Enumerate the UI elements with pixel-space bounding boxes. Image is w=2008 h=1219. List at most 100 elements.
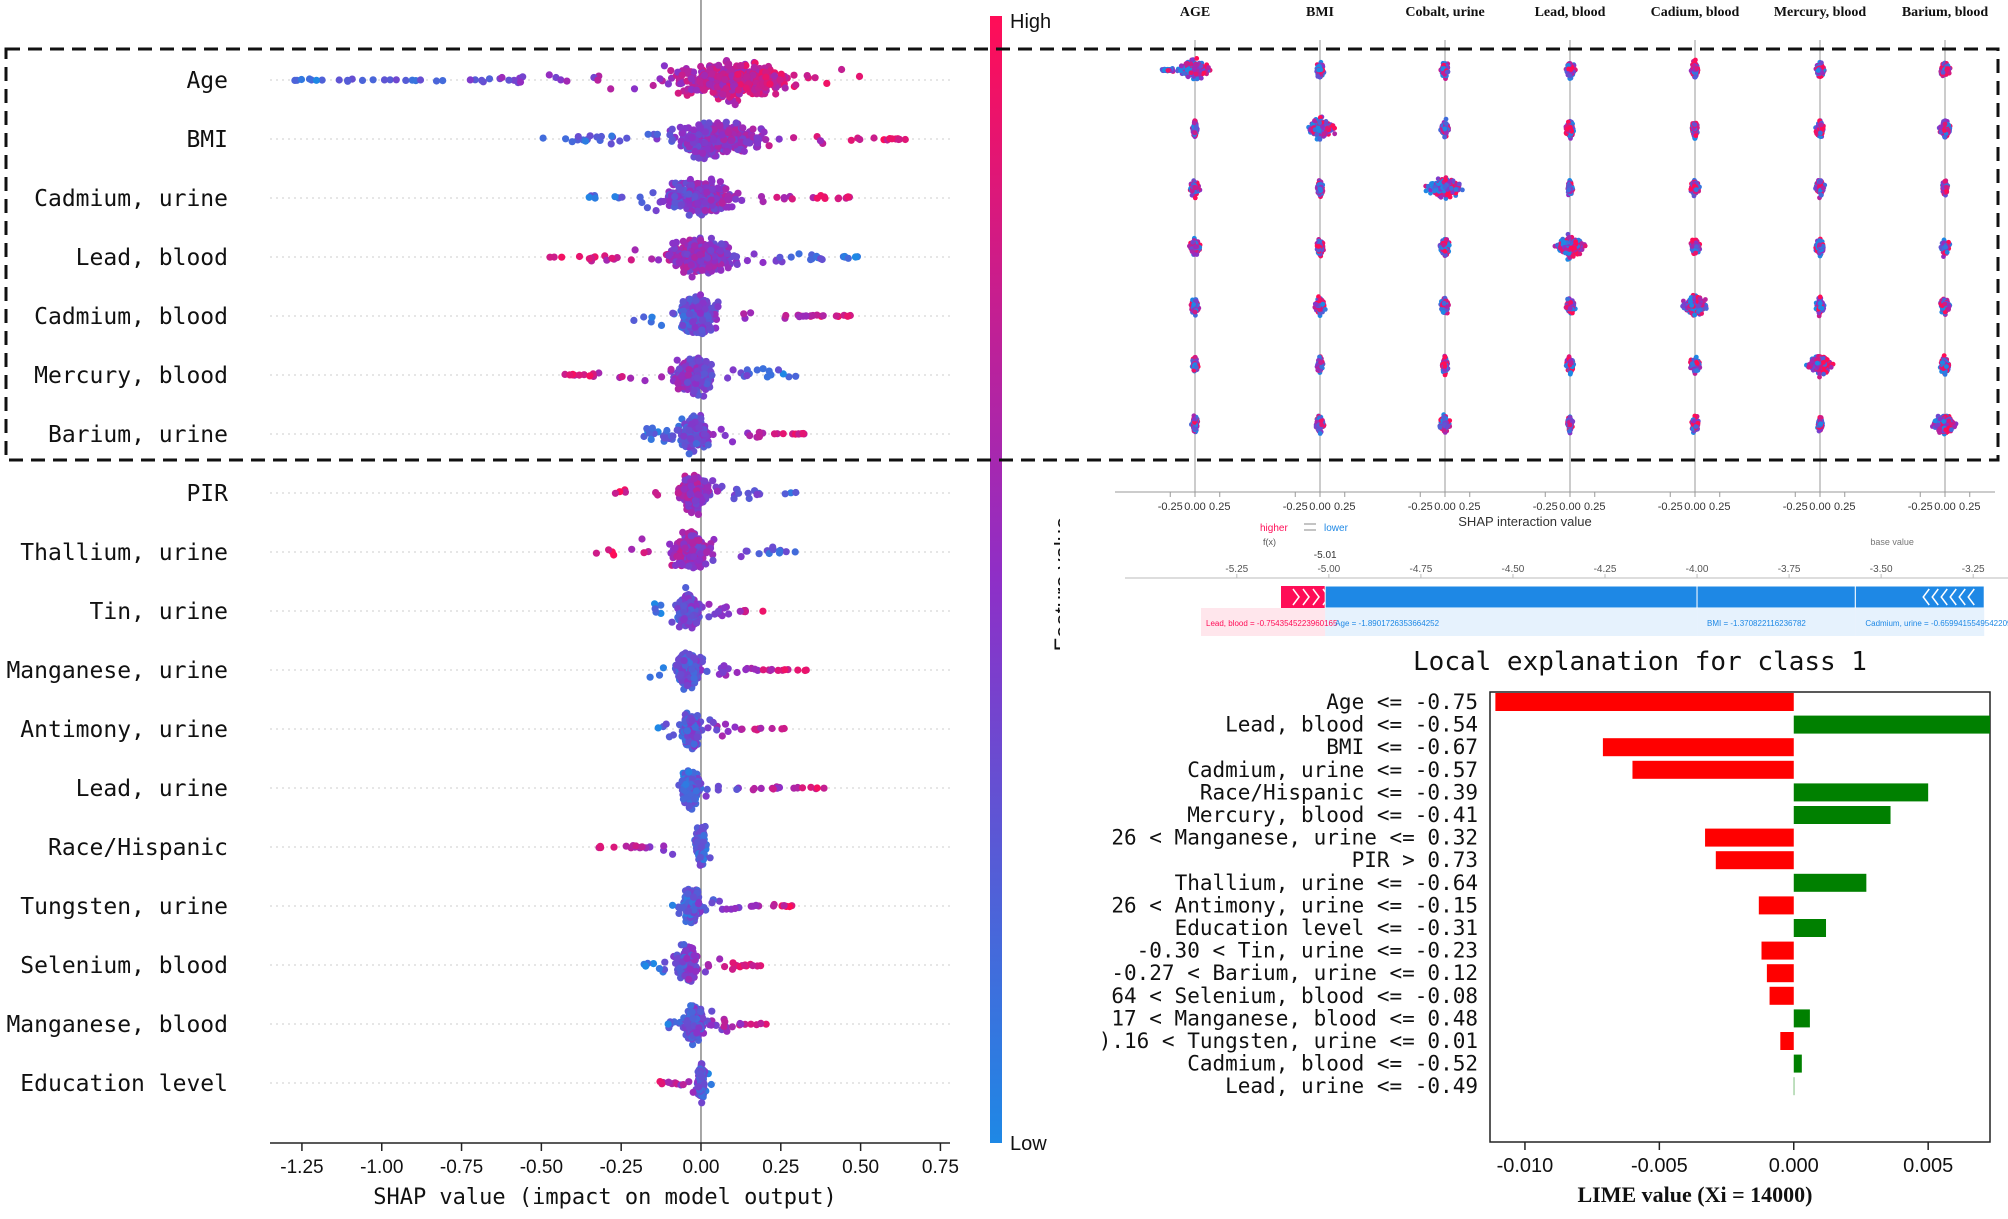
shap-point (627, 256, 635, 264)
shap-point (713, 487, 722, 495)
shap-point (439, 77, 447, 85)
shap-point (630, 85, 639, 93)
shap-point (736, 607, 744, 615)
shap-point (760, 128, 768, 136)
shap-point (648, 424, 657, 432)
shap-point (669, 731, 678, 739)
shap-point (630, 316, 638, 324)
shap-point (628, 545, 636, 553)
shap-point (696, 853, 705, 861)
shap-point (769, 902, 778, 910)
shap-point (801, 666, 809, 675)
shap-point (516, 78, 525, 86)
shap-point (694, 510, 703, 518)
shap-point (689, 318, 697, 326)
shap-point (690, 474, 699, 482)
feature-row-points (646, 649, 810, 693)
shap-point (743, 372, 751, 380)
shap-point (715, 61, 723, 69)
shap-point (733, 785, 741, 794)
shap-point (744, 489, 752, 497)
shap-point (575, 371, 583, 379)
feature-row-points (640, 941, 765, 985)
shap-point (660, 842, 668, 850)
shap-point (772, 90, 780, 98)
shap-point (765, 142, 773, 150)
shap-point (852, 253, 860, 261)
shap-point (769, 785, 777, 793)
shap-point (762, 73, 770, 81)
shap-point (855, 72, 864, 80)
shap-point (671, 561, 680, 570)
shap-point (787, 253, 795, 261)
shap-point (731, 723, 739, 731)
shap-point (774, 666, 782, 675)
shap-point (803, 72, 811, 80)
shap-point (687, 508, 696, 517)
shap-point (751, 665, 759, 673)
shap-point (728, 438, 737, 446)
shap-point (705, 80, 714, 88)
shap-point (705, 600, 713, 608)
shap-point (813, 784, 821, 792)
shap-point (688, 716, 696, 725)
shap-point (678, 71, 686, 79)
shap-point (696, 550, 705, 558)
shap-point (677, 670, 685, 678)
shap-point (725, 60, 733, 68)
shap-point (722, 905, 731, 913)
shap-point (669, 850, 677, 858)
shap-point (695, 424, 703, 432)
shap-point (678, 561, 686, 569)
shap-point (757, 724, 765, 732)
shap-point (844, 193, 852, 201)
shap-point (683, 378, 692, 387)
shap-point (693, 374, 701, 382)
shap-point (611, 489, 620, 497)
feature-row-points (675, 767, 828, 813)
shap-point (768, 665, 776, 674)
shap-point (683, 727, 692, 735)
shap-point (791, 548, 799, 556)
shap-point (818, 255, 826, 264)
shap-point (608, 254, 616, 262)
shap-point (694, 199, 702, 207)
shap-point (358, 76, 367, 84)
shap-point (721, 431, 729, 440)
shap-point (733, 668, 741, 677)
shap-point (682, 780, 690, 789)
shap-point (759, 666, 767, 674)
shap-point (660, 62, 669, 70)
shap-point (668, 618, 676, 626)
shap-point (714, 607, 723, 615)
shap-point (684, 371, 692, 379)
shap-point (566, 371, 574, 379)
shap-point (713, 726, 721, 734)
feature-row-points (585, 175, 854, 219)
shap-point (680, 657, 688, 665)
shap-point (709, 477, 717, 485)
shap-point (687, 75, 696, 83)
shap-point (692, 440, 701, 448)
shap-point (802, 312, 810, 320)
shap-point (701, 206, 709, 215)
shap-point (816, 137, 825, 145)
shap-point (643, 204, 652, 212)
shap-point (703, 667, 711, 676)
shap-point (677, 201, 686, 209)
shap-point (701, 477, 709, 485)
shap-point (664, 80, 673, 88)
shap-point (749, 786, 757, 794)
shap-point (716, 247, 724, 255)
shap-point (742, 84, 750, 92)
shap-point (702, 357, 710, 366)
shap-point (795, 313, 804, 321)
shap-point (656, 75, 664, 83)
shap-point (662, 720, 670, 728)
shap-point (675, 258, 683, 266)
shap-point (729, 366, 737, 374)
shap-point (722, 84, 730, 93)
shap-point (658, 373, 666, 381)
shap-point (563, 77, 571, 85)
shap-point (344, 76, 352, 84)
